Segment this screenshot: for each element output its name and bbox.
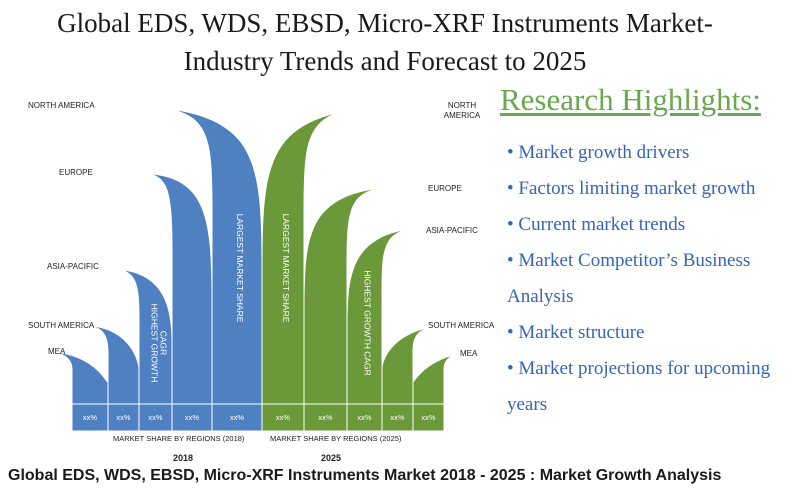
regional-market-chart: xx% MEA xx% SOUTH AMERICA xx% ASIA-PACIFIC xx%…: [28, 101, 495, 463]
share-cell-value: xx%: [230, 413, 245, 422]
research-highlights-list: • Market growth drivers • Factors limiti…: [507, 135, 792, 423]
share-cell: [412, 403, 445, 432]
share-cell: [381, 403, 414, 432]
share-cell-value: xx%: [390, 413, 405, 422]
highlight-item: • Factors limiting market growth: [507, 178, 756, 199]
share-cell-value: xx%: [83, 413, 98, 422]
share-cell-value: xx%: [276, 413, 291, 422]
region-label: SOUTH AMERICA: [428, 321, 495, 330]
region-label: SOUTH AMERICA: [28, 321, 95, 330]
share-cell: [261, 403, 305, 432]
share-cell: [346, 403, 383, 432]
region-band-south-america: [381, 323, 463, 405]
band-annotation: HIGHEST GROWTH CAGR: [363, 270, 373, 376]
region-label: EUROPE: [428, 184, 462, 193]
share-cell-value: xx%: [148, 413, 163, 422]
highlight-item: • Market growth drivers: [507, 142, 690, 163]
share-cell-value: xx%: [318, 413, 333, 422]
region-band-mea: [412, 349, 494, 405]
title-line-1: Global EDS, WDS, EBSD, Micro-XRF Instrum…: [57, 8, 713, 38]
region-label: NORTH AMERICA: [28, 101, 95, 110]
region-band-europe: [135, 172, 213, 405]
region-band-north-america: [101, 104, 263, 405]
region-band-mea: [39, 350, 109, 405]
share-cell-value: xx%: [357, 413, 372, 422]
region-label: EUROPE: [59, 168, 93, 177]
chart-title: Global EDS, WDS, EBSD, Micro-XRF Instrum…: [0, 4, 770, 80]
share-cell: [71, 403, 109, 432]
share-cell: [211, 403, 263, 432]
footer-caption: Global EDS, WDS, EBSD, Micro-XRF Instrum…: [8, 467, 722, 484]
share-cell-value: xx%: [421, 413, 436, 422]
region-label: NORTH: [448, 101, 477, 110]
share-cell-value: xx%: [185, 413, 200, 422]
highlight-item: • Market projections for upcoming: [507, 358, 771, 379]
band-annotation: CAGR: [159, 331, 169, 356]
share-cell: [138, 403, 173, 432]
region-label: MEA: [460, 349, 478, 358]
band-annotation: LARGEST MARKET SHARE: [235, 214, 245, 323]
highlight-item: Analysis: [507, 286, 574, 307]
region-band-asia-pacific: [346, 226, 439, 405]
title-line-2: Industry Trends and Forecast to 2025: [183, 46, 587, 76]
group-axis-label: MARKET SHARE BY REGIONS (2018): [113, 434, 245, 443]
band-annotation: HIGHEST GROWTH: [150, 304, 160, 383]
highlight-item: years: [507, 394, 548, 415]
region-label: ASIA-PACIFIC: [47, 262, 99, 271]
band-annotation: LARGEST MARKET SHARE: [281, 214, 291, 323]
share-cell: [303, 403, 348, 432]
highlight-item: • Market structure: [507, 322, 645, 343]
group-year-label: 2025: [321, 453, 341, 463]
research-highlights-title: Research Highlights:: [500, 82, 761, 117]
region-band-asia-pacific: [109, 268, 173, 405]
group-axis-label: MARKET SHARE BY REGIONS (2025): [270, 434, 402, 443]
region-label: MEA: [48, 347, 66, 356]
share-cell: [171, 403, 213, 432]
region-label: ASIA-PACIFIC: [426, 226, 478, 235]
region-label: AMERICA: [444, 111, 481, 120]
group-year-label: 2018: [173, 453, 193, 463]
highlight-item: • Current market trends: [507, 214, 686, 235]
region-band-europe: [303, 185, 416, 405]
highlight-item: • Market Competitor’s Business: [507, 250, 751, 271]
share-cell-value: xx%: [116, 413, 131, 422]
